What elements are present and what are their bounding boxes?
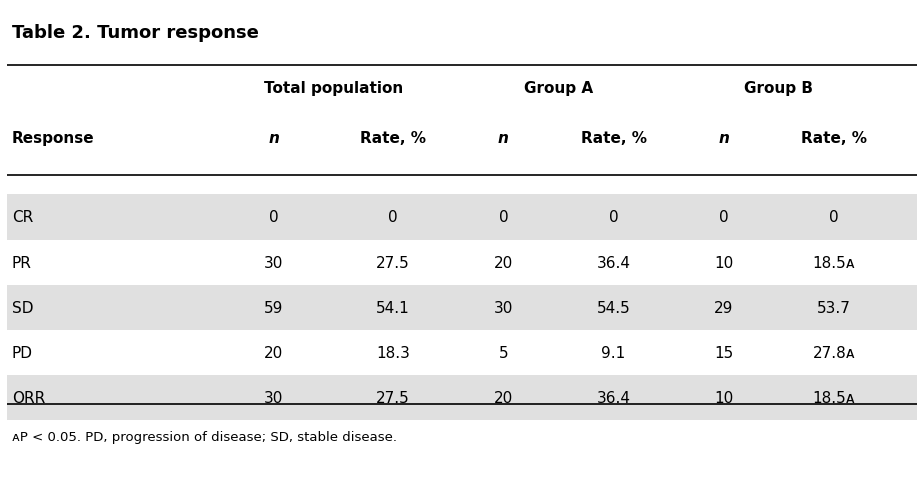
Text: Group A: Group A xyxy=(524,81,593,96)
Text: 54.5: 54.5 xyxy=(597,300,630,315)
Bar xyxy=(7,375,917,420)
Bar xyxy=(7,195,917,240)
Text: 27.5: 27.5 xyxy=(376,255,410,270)
Text: Table 2. Tumor response: Table 2. Tumor response xyxy=(12,24,259,42)
Text: 53.7: 53.7 xyxy=(817,300,851,315)
Text: Response: Response xyxy=(12,131,94,146)
Text: Rate, %: Rate, % xyxy=(580,131,647,146)
Text: 18.5ᴀ: 18.5ᴀ xyxy=(812,390,856,405)
Text: 29: 29 xyxy=(714,300,734,315)
Text: 0: 0 xyxy=(499,210,508,225)
Text: 10: 10 xyxy=(714,255,734,270)
Text: 0: 0 xyxy=(829,210,839,225)
Text: 54.1: 54.1 xyxy=(376,300,410,315)
Text: 27.8ᴀ: 27.8ᴀ xyxy=(812,345,856,360)
Text: n: n xyxy=(718,131,729,146)
Text: 18.3: 18.3 xyxy=(376,345,410,360)
Text: 0: 0 xyxy=(269,210,278,225)
Text: 59: 59 xyxy=(264,300,284,315)
Text: 18.5ᴀ: 18.5ᴀ xyxy=(812,255,856,270)
Text: Group B: Group B xyxy=(745,81,813,96)
Text: Rate, %: Rate, % xyxy=(801,131,867,146)
Text: 15: 15 xyxy=(714,345,734,360)
Text: 10: 10 xyxy=(714,390,734,405)
Text: 36.4: 36.4 xyxy=(597,390,630,405)
Text: 20: 20 xyxy=(493,255,513,270)
Bar xyxy=(7,285,917,330)
Text: ᴀP < 0.05. PD, progression of disease; SD, stable disease.: ᴀP < 0.05. PD, progression of disease; S… xyxy=(12,430,397,443)
Text: PD: PD xyxy=(12,345,33,360)
Text: 0: 0 xyxy=(609,210,618,225)
Text: 30: 30 xyxy=(264,255,284,270)
Text: PR: PR xyxy=(12,255,31,270)
Text: CR: CR xyxy=(12,210,33,225)
Text: 5: 5 xyxy=(499,345,508,360)
Text: 20: 20 xyxy=(264,345,284,360)
Text: Total population: Total population xyxy=(263,81,403,96)
Text: Rate, %: Rate, % xyxy=(360,131,426,146)
Text: 30: 30 xyxy=(493,300,513,315)
Text: 0: 0 xyxy=(719,210,728,225)
Text: n: n xyxy=(268,131,279,146)
Text: 30: 30 xyxy=(264,390,284,405)
Text: SD: SD xyxy=(12,300,33,315)
Text: ORR: ORR xyxy=(12,390,45,405)
Text: 20: 20 xyxy=(493,390,513,405)
Text: 9.1: 9.1 xyxy=(602,345,626,360)
Text: 0: 0 xyxy=(388,210,398,225)
Text: 27.5: 27.5 xyxy=(376,390,410,405)
Text: 36.4: 36.4 xyxy=(597,255,630,270)
Text: n: n xyxy=(498,131,509,146)
